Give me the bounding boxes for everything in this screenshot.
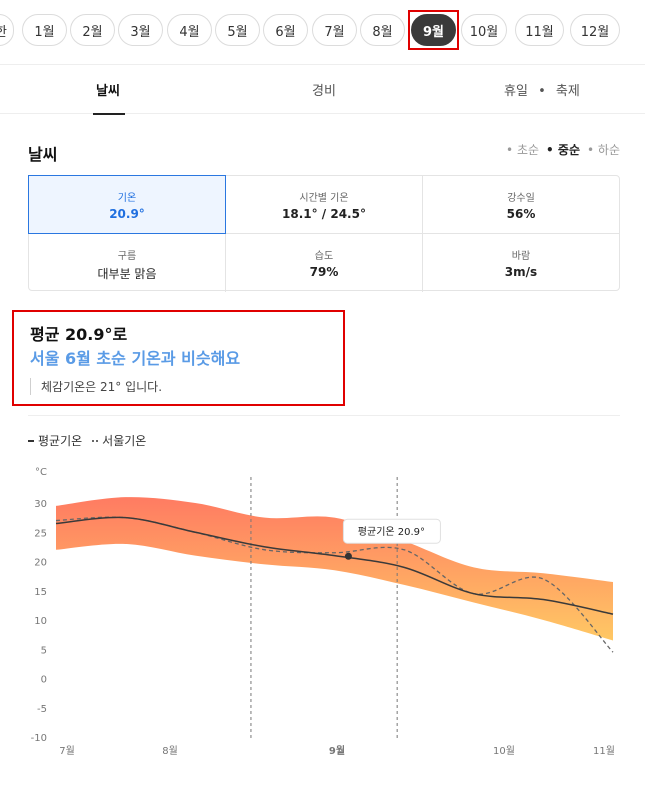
- average-temperature-line: [55, 516, 614, 615]
- stat-wind[interactable]: 바람 3m/s: [423, 234, 619, 292]
- active-tab-underline: [93, 113, 125, 115]
- stat-humidity[interactable]: 습도 79%: [226, 234, 423, 292]
- stat-temperature[interactable]: 기온 20.9°: [28, 175, 226, 234]
- stat-precipitation-days[interactable]: 강수일 56%: [423, 176, 619, 234]
- stat-label: 바람: [511, 251, 531, 262]
- tab-cost[interactable]: 경비: [312, 84, 336, 99]
- category-tabs: 날씨 경비 휴일 • 축제: [0, 64, 645, 115]
- y-tick-label: 15: [34, 587, 47, 598]
- weather-stats-grid: 기온 20.9° 시간별 기온 18.1° / 24.5° 강수일 56% 구름…: [28, 175, 620, 292]
- section-title: 날씨: [28, 145, 58, 164]
- summary-comparison: 서울 6월 초순 기온과 비슷해요: [30, 349, 241, 368]
- period-early[interactable]: • 초순: [506, 143, 540, 157]
- y-tick-label: 0: [41, 675, 47, 686]
- legend-average-label: 평균기온: [38, 434, 83, 448]
- month-pill[interactable]: 9월: [411, 14, 456, 46]
- y-tick-label: 10: [34, 616, 47, 627]
- stat-label: 기온: [117, 193, 137, 204]
- stat-label: 구름: [117, 251, 137, 262]
- x-tick-label: 7월: [59, 745, 75, 757]
- month-pill-partial[interactable]: 한: [0, 14, 14, 46]
- x-tick-label: 9월: [329, 745, 345, 757]
- stat-hourly-temperature[interactable]: 시간별 기온 18.1° / 24.5°: [226, 176, 423, 234]
- stat-value: 20.9°: [109, 207, 145, 221]
- stat-label: 시간별 기온: [299, 193, 349, 204]
- tab-holiday-label: 휴일: [504, 84, 528, 99]
- legend-dotted-line-icon: [92, 439, 99, 442]
- legend-seoul[interactable]: 서울기온: [92, 432, 146, 449]
- divider: [28, 415, 620, 416]
- month-pill[interactable]: 11월: [515, 14, 564, 46]
- y-tick-label: 25: [34, 528, 47, 539]
- stat-value: 56%: [506, 207, 536, 221]
- chart-legend: 평균기온 서울기온: [28, 432, 146, 449]
- month-pill[interactable]: 8월: [360, 14, 405, 46]
- tooltip-label: 평균기온 20.9°: [358, 526, 425, 538]
- month-pill[interactable]: 3월: [118, 14, 163, 46]
- y-tick-label: -10: [31, 733, 47, 744]
- stat-label: 습도: [314, 251, 334, 262]
- tab-separator-dot: •: [538, 84, 546, 99]
- tab-weather[interactable]: 날씨: [96, 84, 120, 99]
- y-tick-label: 30: [34, 499, 47, 510]
- tab-holiday-festival[interactable]: 휴일 • 축제: [504, 80, 580, 99]
- month-pill[interactable]: 6월: [263, 14, 308, 46]
- y-tick-label: 20: [34, 558, 47, 569]
- y-tick-label: -5: [37, 704, 47, 715]
- tab-festival-label: 축제: [555, 84, 580, 99]
- x-tick-label: 11월: [593, 745, 615, 757]
- month-pill[interactable]: 4월: [167, 14, 212, 46]
- stat-clouds[interactable]: 구름 대부분 맑음: [29, 234, 226, 292]
- x-tick-label: 10월: [493, 745, 515, 757]
- summary-average: 평균 20.9°로: [30, 325, 128, 344]
- period-selector: • 초순 • 중순 • 하순: [506, 141, 620, 158]
- month-pill[interactable]: 2월: [70, 14, 115, 46]
- month-pill[interactable]: 1월: [22, 14, 67, 46]
- period-mid-label: 중순: [557, 143, 580, 157]
- legend-solid-line-icon: [28, 439, 34, 442]
- period-late-label: 하순: [597, 143, 620, 157]
- seoul-temperature-line: [55, 516, 614, 653]
- month-selector: 한 1월 2월 3월 4월 5월 6월 7월 8월 9월 10월 11월 12월: [0, 0, 645, 64]
- period-early-label: 초순: [516, 143, 540, 157]
- stat-value: 3m/s: [504, 265, 538, 279]
- temperature-range-band: [56, 497, 613, 641]
- x-tick-label: 8월: [162, 745, 178, 757]
- y-axis-unit-label: °C: [35, 467, 47, 478]
- period-mid[interactable]: • 중순: [546, 143, 580, 157]
- stat-label: 강수일: [507, 193, 535, 204]
- summary-feels-like: 체감기온은 21° 입니다.: [30, 378, 162, 395]
- tooltip-box: [342, 518, 441, 544]
- legend-average[interactable]: 평균기온: [28, 432, 82, 449]
- selected-month-highlight: [408, 10, 459, 50]
- month-pill[interactable]: 10월: [461, 14, 507, 46]
- y-tick-label: 5: [41, 645, 47, 656]
- stat-value: 대부분 맑음: [97, 267, 157, 281]
- temperature-chart: °C 30 25 20 15 10 5 0 -5 -10 평균기온 20.9° 7월 8월 9월 10월 11…: [31, 467, 615, 757]
- highlight-point: [344, 552, 352, 560]
- legend-seoul-label: 서울기온: [102, 434, 147, 448]
- stat-value: 18.1° / 24.5°: [282, 207, 366, 221]
- month-pill[interactable]: 5월: [215, 14, 260, 46]
- period-late[interactable]: • 하순: [587, 143, 620, 157]
- month-pill[interactable]: 7월: [312, 14, 357, 46]
- stat-value: 79%: [309, 265, 339, 279]
- month-pill[interactable]: 12월: [570, 14, 620, 46]
- temperature-summary: 평균 20.9°로 서울 6월 초순 기온과 비슷해요 체감기온은 21° 입니…: [12, 310, 345, 406]
